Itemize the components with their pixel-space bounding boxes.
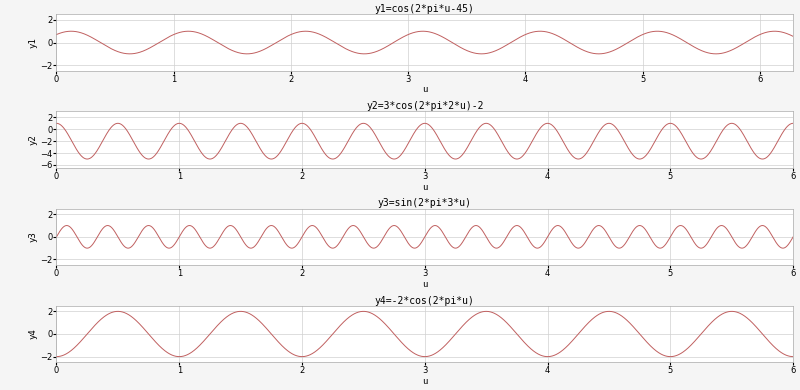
Title: y3=sin(2*pi*3*u): y3=sin(2*pi*3*u) xyxy=(378,199,472,209)
X-axis label: u: u xyxy=(422,377,427,386)
Title: y1=cos(2*pi*u-45): y1=cos(2*pi*u-45) xyxy=(375,4,474,14)
Title: y2=3*cos(2*pi*2*u)-2: y2=3*cos(2*pi*2*u)-2 xyxy=(366,101,483,111)
X-axis label: u: u xyxy=(422,183,427,191)
X-axis label: u: u xyxy=(422,85,427,94)
Y-axis label: y3: y3 xyxy=(28,232,38,242)
X-axis label: u: u xyxy=(422,280,427,289)
Y-axis label: y4: y4 xyxy=(28,329,38,339)
Y-axis label: y2: y2 xyxy=(28,134,37,145)
Title: y4=-2*cos(2*pi*u): y4=-2*cos(2*pi*u) xyxy=(375,296,474,306)
Y-axis label: y1: y1 xyxy=(28,37,38,48)
